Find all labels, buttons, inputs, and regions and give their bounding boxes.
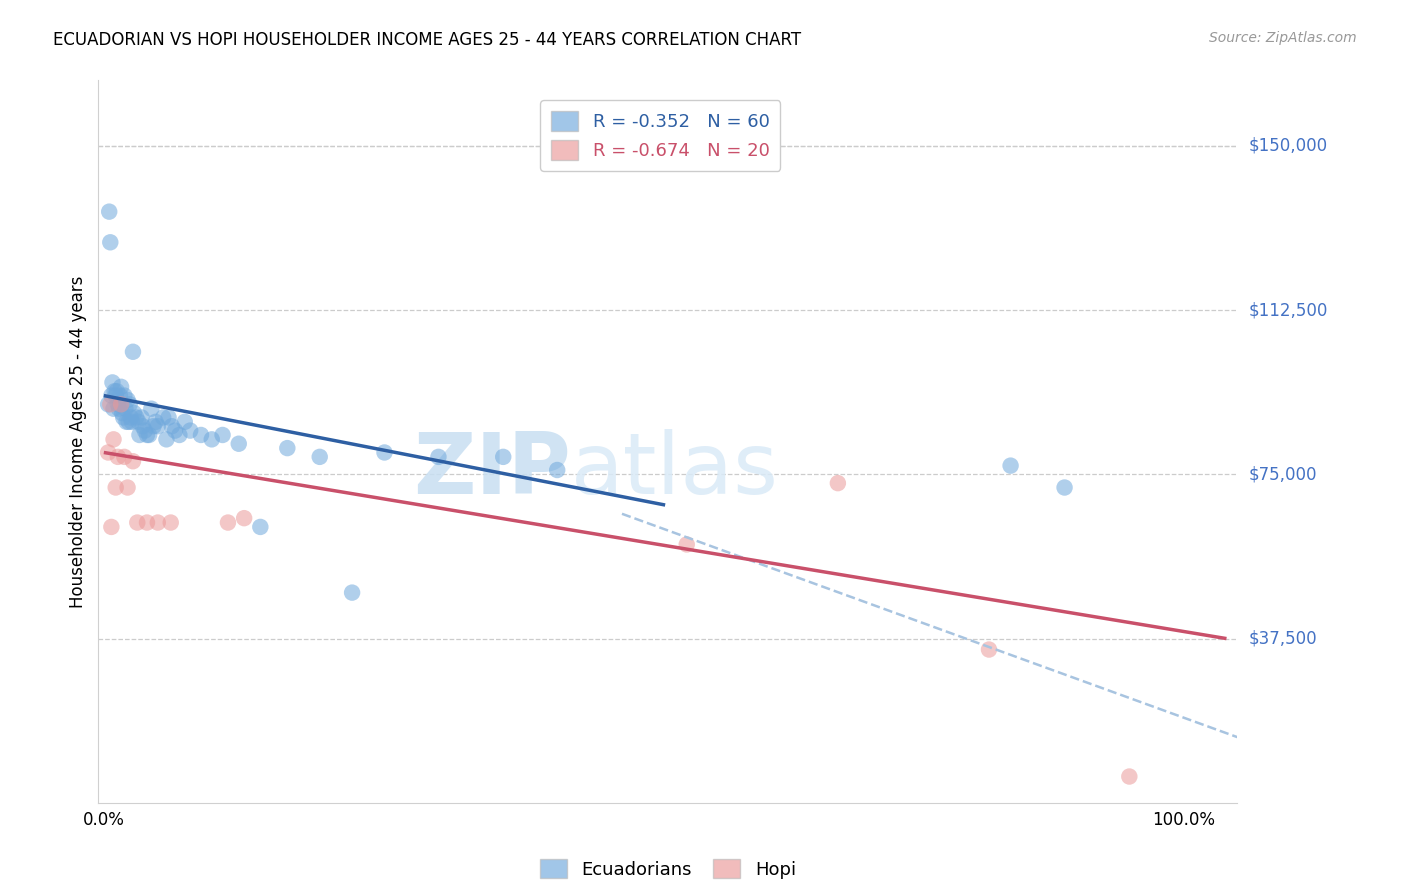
Point — [100, 388, 122, 402]
Point — [127, 516, 149, 530]
Point — [107, 397, 129, 411]
Point — [107, 450, 129, 464]
Point — [115, 415, 138, 429]
Point — [1000, 458, 1022, 473]
Point — [98, 235, 121, 250]
Text: ZIP: ZIP — [413, 429, 571, 512]
Point — [276, 441, 298, 455]
Point — [103, 433, 125, 447]
Point — [492, 450, 515, 464]
Text: Source: ZipAtlas.com: Source: ZipAtlas.com — [1209, 31, 1357, 45]
Point — [340, 585, 363, 599]
Point — [108, 388, 131, 402]
Point — [121, 415, 143, 429]
Point — [827, 476, 849, 491]
Point — [190, 428, 212, 442]
Point — [127, 415, 149, 429]
Point — [211, 428, 233, 442]
Text: $150,000: $150,000 — [1249, 137, 1327, 155]
Point — [169, 428, 191, 442]
Point — [97, 445, 120, 459]
Point — [112, 450, 135, 464]
Point — [97, 397, 120, 411]
Point — [104, 481, 127, 495]
Point — [249, 520, 271, 534]
Point — [373, 445, 395, 459]
Point — [165, 424, 187, 438]
Point — [1118, 770, 1140, 784]
Point — [110, 397, 132, 411]
Point — [155, 433, 177, 447]
Point — [131, 419, 153, 434]
Text: $112,500: $112,500 — [1249, 301, 1327, 319]
Point — [136, 516, 159, 530]
Point — [114, 401, 136, 416]
Point — [117, 392, 139, 407]
Point — [122, 344, 145, 359]
Y-axis label: Householder Income Ages 25 - 44 years: Householder Income Ages 25 - 44 years — [69, 276, 87, 607]
Point — [100, 520, 122, 534]
Point — [110, 397, 132, 411]
Point — [128, 428, 150, 442]
Point — [136, 428, 159, 442]
Point — [159, 516, 181, 530]
Point — [152, 410, 174, 425]
Point — [122, 406, 145, 420]
Point — [201, 433, 224, 447]
Point — [138, 428, 160, 442]
Legend: Ecuadorians, Hopi: Ecuadorians, Hopi — [533, 852, 803, 886]
Point — [179, 424, 201, 438]
Point — [112, 388, 135, 402]
Point — [117, 415, 139, 429]
Point — [160, 419, 183, 434]
Text: atlas: atlas — [571, 429, 779, 512]
Point — [427, 450, 450, 464]
Point — [145, 415, 167, 429]
Point — [228, 436, 250, 450]
Point — [142, 419, 165, 434]
Point — [134, 424, 156, 438]
Point — [104, 384, 127, 399]
Point — [173, 415, 195, 429]
Text: ECUADORIAN VS HOPI HOUSEHOLDER INCOME AGES 25 - 44 YEARS CORRELATION CHART: ECUADORIAN VS HOPI HOUSEHOLDER INCOME AG… — [53, 31, 801, 49]
Point — [308, 450, 330, 464]
Point — [111, 406, 134, 420]
Point — [104, 388, 127, 402]
Point — [118, 397, 141, 411]
Point — [110, 380, 132, 394]
Point — [675, 537, 697, 551]
Point — [146, 419, 169, 434]
Point — [120, 410, 142, 425]
Point — [146, 516, 169, 530]
Point — [101, 376, 124, 390]
Point — [141, 401, 163, 416]
Point — [233, 511, 256, 525]
Point — [98, 397, 121, 411]
Point — [105, 384, 128, 399]
Point — [98, 204, 121, 219]
Point — [157, 410, 180, 425]
Point — [1053, 481, 1076, 495]
Point — [977, 642, 1000, 657]
Text: $37,500: $37,500 — [1249, 630, 1317, 648]
Point — [103, 401, 125, 416]
Point — [122, 454, 145, 468]
Text: $75,000: $75,000 — [1249, 466, 1317, 483]
Point — [125, 410, 148, 425]
Point — [546, 463, 568, 477]
Point — [131, 410, 153, 425]
Point — [217, 516, 239, 530]
Point — [117, 481, 139, 495]
Point — [112, 410, 135, 425]
Point — [108, 401, 131, 416]
